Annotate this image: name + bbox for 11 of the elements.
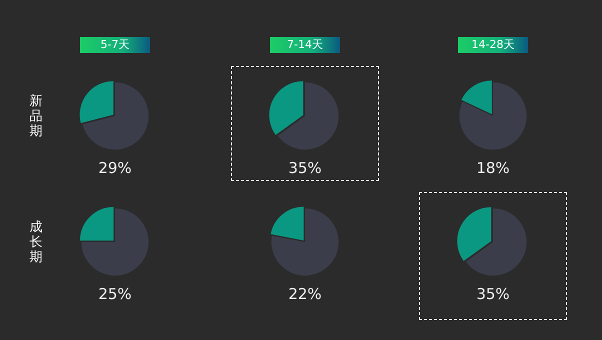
text: 新品期 [29,94,43,139]
text: 22% [288,284,322,303]
chart-title: 7-14天 [270,37,340,53]
text: 18% [476,158,510,177]
text: 35% [288,158,322,177]
text: 成长期 [29,220,43,265]
chart-title: 14-28天 [458,37,528,53]
text: 29% [98,158,132,177]
text: 25% [98,284,132,303]
chart-title: 5-7天 [80,37,150,53]
text: 35% [476,284,510,303]
